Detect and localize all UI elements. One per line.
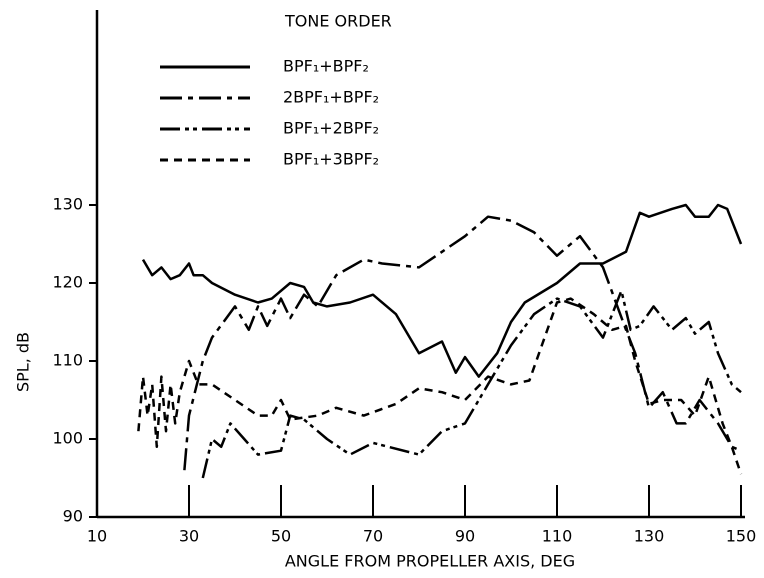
y-tick-label: 120 <box>52 273 83 292</box>
series-line <box>183 215 742 471</box>
legend-title: TONE ORDER <box>284 12 392 31</box>
y-tick-label: 90 <box>63 507 83 526</box>
y-tick-label: 110 <box>52 351 83 370</box>
series-line <box>137 297 743 475</box>
x-tick-label: 50 <box>271 527 291 546</box>
x-tick-label: 70 <box>363 527 383 546</box>
legend-label: BPF₁+2BPF₂ <box>283 119 379 138</box>
legend-label: BPF₁+BPF₂ <box>283 57 369 76</box>
series-line <box>141 203 743 378</box>
legend-label: BPF₁+3BPF₂ <box>283 150 379 169</box>
y-axis-label: SPL, dB <box>14 332 33 392</box>
series-line <box>201 289 742 479</box>
x-tick-label: 110 <box>542 527 573 546</box>
x-axis-label: ANGLE FROM PROPELLER AXIS, DEG <box>285 552 575 571</box>
y-tick-label: 100 <box>52 429 83 448</box>
y-tick-label: 130 <box>52 195 83 214</box>
x-tick-label: 90 <box>455 527 475 546</box>
legend-label: 2BPF₁+BPF₂ <box>283 88 379 107</box>
x-tick-label: 150 <box>726 527 757 546</box>
x-tick-label: 130 <box>634 527 665 546</box>
x-tick-label: 30 <box>179 527 199 546</box>
x-tick-label: 10 <box>87 527 107 546</box>
